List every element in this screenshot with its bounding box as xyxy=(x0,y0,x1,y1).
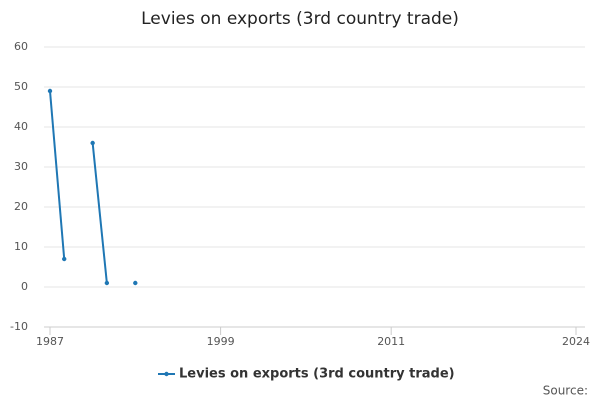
point xyxy=(133,280,138,286)
line xyxy=(49,90,66,260)
y-tick-label: 20 xyxy=(14,200,28,213)
y-tick-label: 60 xyxy=(14,40,28,53)
y-tick-label: 40 xyxy=(14,120,28,133)
x-tick-label: 2011 xyxy=(377,335,405,348)
y-tick-label: 0 xyxy=(21,280,28,293)
source: Source: xyxy=(543,384,588,398)
legend-marker xyxy=(164,371,169,377)
x-tick-label: 1999 xyxy=(207,335,235,348)
line xyxy=(91,142,108,284)
y-tick-label: 50 xyxy=(14,80,28,93)
y-tick-label: -10 xyxy=(10,320,28,333)
point xyxy=(62,256,67,262)
point xyxy=(104,280,110,286)
point xyxy=(47,88,53,94)
chart-title: Levies on exports (3rd country trade) xyxy=(141,9,459,29)
x-tick-label: 2024 xyxy=(562,335,590,348)
legend-label: Levies on exports (3rd country trade) xyxy=(179,367,455,382)
x-tick-label: 1987 xyxy=(36,335,64,348)
y-tick-label: 30 xyxy=(14,160,28,173)
y-tick-label: 10 xyxy=(14,240,28,253)
point xyxy=(90,140,95,146)
